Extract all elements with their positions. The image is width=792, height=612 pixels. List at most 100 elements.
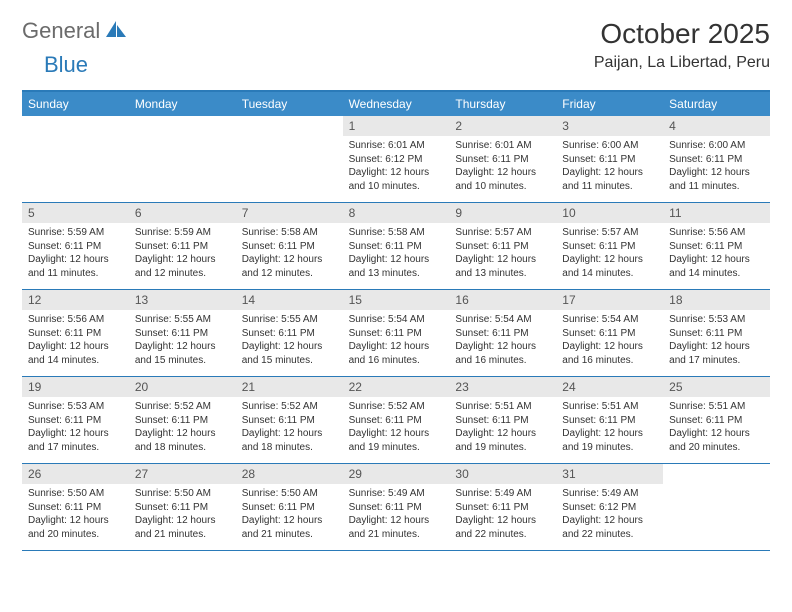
cell-daylight1: Daylight: 12 hours [451,340,554,354]
cell-daylight1: Daylight: 12 hours [345,253,448,267]
calendar: SundayMondayTuesdayWednesdayThursdayFrid… [22,90,770,551]
cell-daylight2: and 19 minutes. [558,441,661,455]
cell-daylight1: Daylight: 12 hours [238,340,341,354]
cell-sunrise: Sunrise: 5:51 AM [558,400,661,414]
day-cell [22,116,129,202]
cell-sunrise: Sunrise: 6:01 AM [345,139,448,153]
cell-daylight2: and 12 minutes. [238,267,341,281]
cell-sunset: Sunset: 6:11 PM [451,153,554,167]
day-cell: 11Sunrise: 5:56 AMSunset: 6:11 PMDayligh… [663,203,770,289]
cell-daylight2: and 14 minutes. [24,354,127,368]
week-row: 26Sunrise: 5:50 AMSunset: 6:11 PMDayligh… [22,464,770,551]
cell-daylight2: and 19 minutes. [345,441,448,455]
cell-sunset: Sunset: 6:11 PM [558,327,661,341]
day-header-cell: Monday [129,92,236,116]
cell-sunset: Sunset: 6:11 PM [665,240,768,254]
day-number: 17 [556,290,663,310]
cell-daylight2: and 20 minutes. [24,528,127,542]
cell-sunrise: Sunrise: 5:52 AM [238,400,341,414]
day-number: 7 [236,203,343,223]
day-number: 30 [449,464,556,484]
day-number: 14 [236,290,343,310]
cell-daylight1: Daylight: 12 hours [131,340,234,354]
cell-daylight2: and 10 minutes. [451,180,554,194]
day-number: 18 [663,290,770,310]
day-cell: 23Sunrise: 5:51 AMSunset: 6:11 PMDayligh… [449,377,556,463]
cell-daylight1: Daylight: 12 hours [24,427,127,441]
day-cell: 29Sunrise: 5:49 AMSunset: 6:11 PMDayligh… [343,464,450,550]
cell-sunset: Sunset: 6:12 PM [345,153,448,167]
cell-sunrise: Sunrise: 5:52 AM [345,400,448,414]
day-cell: 13Sunrise: 5:55 AMSunset: 6:11 PMDayligh… [129,290,236,376]
cell-daylight2: and 11 minutes. [24,267,127,281]
cell-sunrise: Sunrise: 5:49 AM [345,487,448,501]
cell-sunset: Sunset: 6:11 PM [558,240,661,254]
cell-daylight2: and 17 minutes. [665,354,768,368]
cell-daylight2: and 17 minutes. [24,441,127,455]
cell-sunset: Sunset: 6:11 PM [238,327,341,341]
day-cell: 17Sunrise: 5:54 AMSunset: 6:11 PMDayligh… [556,290,663,376]
day-number: 9 [449,203,556,223]
cell-daylight2: and 11 minutes. [665,180,768,194]
day-number: 5 [22,203,129,223]
day-cell: 2Sunrise: 6:01 AMSunset: 6:11 PMDaylight… [449,116,556,202]
cell-daylight2: and 16 minutes. [345,354,448,368]
cell-sunset: Sunset: 6:11 PM [665,153,768,167]
day-cell: 3Sunrise: 6:00 AMSunset: 6:11 PMDaylight… [556,116,663,202]
cell-sunrise: Sunrise: 5:56 AM [24,313,127,327]
cell-sunset: Sunset: 6:11 PM [665,327,768,341]
cell-sunset: Sunset: 6:11 PM [665,414,768,428]
title-block: October 2025 Paijan, La Libertad, Peru [594,18,770,72]
week-row: 12Sunrise: 5:56 AMSunset: 6:11 PMDayligh… [22,290,770,377]
cell-daylight1: Daylight: 12 hours [665,166,768,180]
day-cell [236,116,343,202]
cell-daylight2: and 21 minutes. [238,528,341,542]
cell-sunrise: Sunrise: 5:53 AM [665,313,768,327]
day-cell [129,116,236,202]
cell-daylight2: and 14 minutes. [558,267,661,281]
cell-daylight1: Daylight: 12 hours [665,427,768,441]
logo-text-blue: Blue [44,52,88,77]
cell-sunset: Sunset: 6:11 PM [558,414,661,428]
cell-sunrise: Sunrise: 5:54 AM [451,313,554,327]
day-header-cell: Tuesday [236,92,343,116]
cell-sunrise: Sunrise: 5:50 AM [131,487,234,501]
cell-sunset: Sunset: 6:11 PM [238,240,341,254]
cell-daylight1: Daylight: 12 hours [665,253,768,267]
day-cell: 26Sunrise: 5:50 AMSunset: 6:11 PMDayligh… [22,464,129,550]
cell-daylight2: and 16 minutes. [558,354,661,368]
day-cell: 7Sunrise: 5:58 AMSunset: 6:11 PMDaylight… [236,203,343,289]
day-header-cell: Sunday [22,92,129,116]
day-cell [663,464,770,550]
cell-daylight2: and 16 minutes. [451,354,554,368]
day-number: 26 [22,464,129,484]
cell-daylight1: Daylight: 12 hours [24,340,127,354]
day-cell: 1Sunrise: 6:01 AMSunset: 6:12 PMDaylight… [343,116,450,202]
day-cell: 12Sunrise: 5:56 AMSunset: 6:11 PMDayligh… [22,290,129,376]
cell-daylight1: Daylight: 12 hours [558,340,661,354]
cell-sunset: Sunset: 6:12 PM [558,501,661,515]
day-number: 15 [343,290,450,310]
cell-daylight1: Daylight: 12 hours [131,253,234,267]
week-row: 19Sunrise: 5:53 AMSunset: 6:11 PMDayligh… [22,377,770,464]
cell-daylight1: Daylight: 12 hours [345,427,448,441]
cell-sunset: Sunset: 6:11 PM [24,501,127,515]
cell-sunrise: Sunrise: 5:56 AM [665,226,768,240]
cell-daylight2: and 15 minutes. [131,354,234,368]
cell-sunset: Sunset: 6:11 PM [131,327,234,341]
cell-sunrise: Sunrise: 5:58 AM [345,226,448,240]
day-cell: 15Sunrise: 5:54 AMSunset: 6:11 PMDayligh… [343,290,450,376]
logo: General [22,18,130,44]
day-number: 13 [129,290,236,310]
cell-daylight2: and 14 minutes. [665,267,768,281]
cell-daylight2: and 22 minutes. [451,528,554,542]
day-number: 2 [449,116,556,136]
cell-daylight1: Daylight: 12 hours [24,514,127,528]
cell-sunrise: Sunrise: 5:57 AM [451,226,554,240]
cell-sunset: Sunset: 6:11 PM [131,501,234,515]
cell-sunrise: Sunrise: 5:52 AM [131,400,234,414]
day-number: 10 [556,203,663,223]
week-row: 1Sunrise: 6:01 AMSunset: 6:12 PMDaylight… [22,116,770,203]
day-number: 4 [663,116,770,136]
cell-sunset: Sunset: 6:11 PM [345,501,448,515]
